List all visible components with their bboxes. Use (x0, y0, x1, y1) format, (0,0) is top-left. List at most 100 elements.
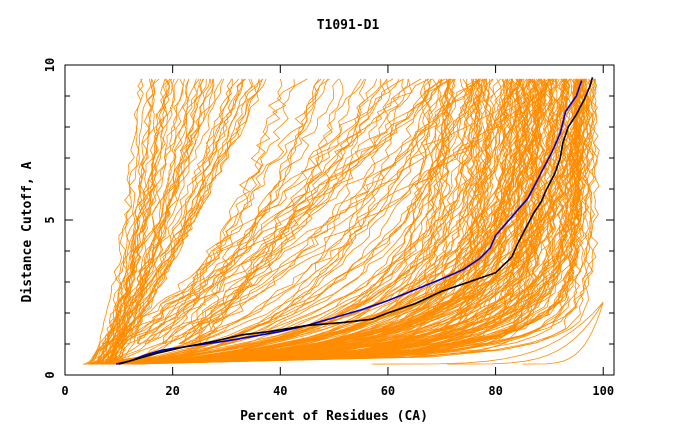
background-series-line-238 (191, 78, 474, 345)
axis-ticks (64, 65, 614, 375)
background-series-line-187 (96, 78, 578, 365)
axis-tick-labels: 0 20 40 60 80 100 0 5 10 (43, 58, 614, 398)
y-tick-label-0: 0 (43, 371, 57, 378)
background-series-line-247 (198, 78, 394, 345)
background-series-line-159 (96, 78, 453, 365)
background-series-line-266 (447, 301, 604, 365)
background-series-line-217 (102, 78, 144, 365)
background-series-line-179 (117, 78, 322, 365)
x-tick-label-2: 40 (273, 384, 287, 398)
background-series-line-256 (121, 78, 422, 345)
highlight-series-group (115, 77, 594, 365)
background-series-line-42 (127, 78, 483, 365)
background-series-line-257 (110, 78, 451, 345)
background-series-line-251 (144, 78, 328, 345)
background-series-line-228 (113, 78, 202, 365)
chart-title: T1091-D1 (317, 18, 380, 33)
background-series-line-157 (127, 78, 568, 365)
background-series-line-262 (162, 78, 443, 345)
background-series-line-181 (106, 78, 582, 365)
background-series-line-104 (95, 78, 513, 365)
background-series-line-223 (112, 78, 156, 365)
background-series-line-261 (137, 78, 409, 344)
background-series-line-219 (98, 78, 175, 365)
background-series-line-147 (90, 78, 586, 365)
background-series-line-154 (130, 78, 548, 365)
background-series-line-79 (99, 78, 456, 365)
background-series-line-58 (114, 78, 483, 365)
background-series-line-265 (371, 301, 604, 365)
x-tick-label-1: 20 (165, 384, 179, 398)
highlight-series-line-1 (118, 77, 594, 365)
background-series-line-166 (102, 78, 514, 365)
background-series-line-139 (124, 78, 451, 365)
background-series-line-252 (164, 78, 295, 345)
x-tick-label-5: 100 (592, 384, 614, 398)
background-series-line-193 (110, 78, 184, 365)
background-series-line-46 (118, 78, 591, 365)
background-series-line-82 (123, 78, 502, 365)
background-series-line-206 (95, 78, 225, 365)
background-series-group (82, 78, 604, 365)
background-series-line-141 (110, 78, 558, 365)
background-series-line-16 (96, 78, 362, 365)
background-series-line-197 (104, 78, 260, 365)
background-series-line-207 (102, 78, 179, 365)
background-series-line-180 (121, 78, 481, 365)
background-series-line-111 (96, 78, 585, 365)
background-series-line-161 (115, 78, 378, 365)
y-tick-label-1: 5 (43, 216, 57, 223)
background-series-line-172 (90, 78, 524, 365)
background-series-line-164 (93, 78, 522, 365)
background-series-line-28 (90, 78, 439, 365)
background-series-line-39 (97, 78, 481, 365)
background-series-line-263 (106, 78, 404, 345)
y-axis-label: Distance Cutoff, A (20, 161, 35, 302)
background-series-line-234 (89, 78, 223, 365)
background-series-line-124 (106, 78, 570, 365)
background-series-line-102 (97, 78, 483, 365)
background-series-line-215 (106, 78, 190, 365)
background-series-line-167 (107, 78, 481, 365)
background-series-line-22 (94, 78, 474, 365)
x-axis-label: Percent of Residues (CA) (240, 409, 428, 424)
background-series-line-171 (106, 78, 526, 365)
background-series-line-177 (98, 78, 584, 365)
background-series-line-258 (183, 78, 430, 345)
background-series-line-208 (90, 78, 240, 365)
background-series-line-74 (125, 78, 510, 365)
background-series-line-264 (123, 78, 533, 345)
background-series-line-232 (95, 78, 267, 365)
background-series-line-188 (115, 78, 539, 365)
x-tick-label-4: 80 (488, 384, 502, 398)
background-series-line-227 (94, 78, 171, 365)
background-series-line-242 (183, 78, 339, 345)
background-series-line-221 (109, 78, 167, 365)
background-series-line-182 (103, 78, 490, 365)
background-series-line-169 (93, 78, 546, 365)
background-series-line-66 (112, 78, 594, 365)
background-series-line-116 (82, 78, 598, 365)
background-series-line-41 (96, 78, 585, 365)
background-series-line-185 (95, 78, 559, 365)
background-series-line-211 (98, 78, 263, 365)
background-series-line-174 (121, 78, 570, 365)
x-tick-label-0: 0 (61, 384, 68, 398)
background-series-line-189 (104, 78, 586, 365)
background-series-line-198 (92, 78, 152, 365)
background-series-line-241 (145, 78, 563, 345)
background-series-line-249 (179, 78, 507, 345)
background-series-line-267 (522, 301, 604, 365)
background-series-line-226 (97, 78, 264, 365)
background-series-line-224 (97, 78, 173, 365)
background-series-line-148 (113, 78, 492, 365)
background-series-line-142 (116, 78, 594, 365)
background-series-line-220 (104, 78, 253, 365)
background-series-line-72 (121, 78, 391, 365)
background-series-line-253 (180, 78, 481, 345)
background-series-line-246 (203, 78, 550, 345)
background-series-line-259 (179, 78, 411, 345)
background-series-line-248 (137, 78, 452, 345)
background-series-line-240 (162, 78, 308, 345)
